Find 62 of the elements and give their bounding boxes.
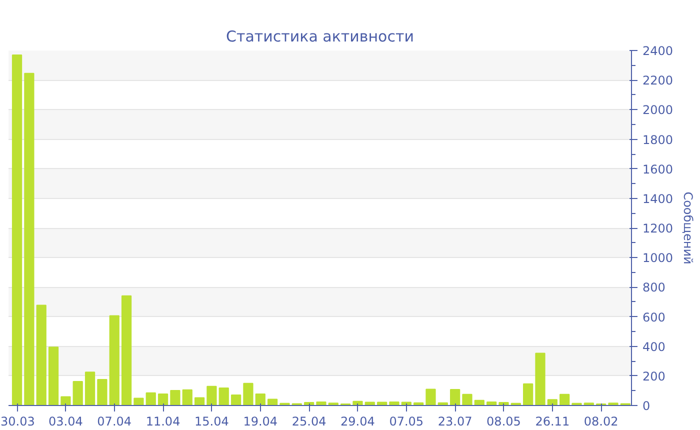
bar: [523, 383, 534, 406]
bar: [376, 402, 388, 406]
bar: [255, 393, 266, 406]
bar: [182, 389, 192, 406]
bar: [608, 402, 618, 406]
bar: [158, 393, 168, 406]
y-tick-label: 1200: [642, 222, 674, 236]
y-tick-label: 1400: [642, 192, 674, 206]
y-tick-label: 400: [642, 340, 666, 354]
bar: [243, 382, 254, 406]
bar: [364, 402, 375, 406]
bar: [316, 401, 326, 406]
bar: [109, 315, 120, 406]
x-tick-label: 08.05: [486, 414, 521, 428]
x-tick-label: 03.04: [48, 414, 83, 428]
bar: [48, 346, 59, 406]
x-tick-label: 29.04: [340, 414, 375, 428]
bar: [560, 394, 570, 406]
bar: [194, 397, 205, 406]
bar: [450, 389, 460, 406]
bar: [60, 396, 71, 406]
x-tick-label: 08.02: [584, 414, 618, 428]
bar: [84, 372, 96, 406]
y-tick-label: 0: [642, 399, 650, 413]
bar: [547, 399, 558, 406]
bar: [267, 398, 278, 406]
bar: [535, 352, 546, 406]
y-tick-label: 600: [642, 310, 666, 324]
bar: [230, 394, 242, 406]
x-tick-label: 07.05: [389, 414, 424, 428]
bar: [206, 386, 217, 406]
bar: [389, 401, 400, 406]
x-tick-label: 25.04: [292, 414, 326, 428]
y-tick-label: 1000: [642, 251, 674, 266]
bar: [146, 392, 156, 406]
x-tick-label: 23.07: [438, 414, 472, 428]
y-tick-label: 1800: [642, 132, 674, 147]
y-tick-label: 200: [642, 369, 666, 384]
bar: [97, 378, 108, 406]
x-tick-label: 19.04: [243, 414, 278, 428]
y-axis-title: Сообщений: [681, 192, 696, 264]
x-tick-label: 15.04: [194, 414, 229, 428]
chart-title: Статистика активности: [226, 28, 414, 46]
bar: [134, 398, 144, 406]
bar: [12, 54, 22, 406]
y-tick-label: 2400: [642, 44, 674, 58]
bar: [72, 381, 83, 406]
x-tick-label: 30.03: [0, 414, 35, 428]
y-tick-label: 2000: [642, 103, 674, 118]
x-tick-label: 11.04: [146, 414, 180, 428]
bar: [24, 72, 34, 406]
bar: [426, 388, 436, 406]
bar: [170, 390, 180, 406]
x-tick-label: 26.11: [535, 414, 570, 428]
x-tick-label: 07.04: [97, 414, 132, 428]
y-tick-label: 800: [642, 280, 666, 295]
bar: [121, 295, 132, 406]
y-tick-label: 1600: [642, 162, 674, 176]
bar: [218, 388, 229, 406]
bar: [36, 304, 46, 406]
y-tick-label: 2200: [642, 74, 674, 88]
bar: [462, 394, 472, 406]
